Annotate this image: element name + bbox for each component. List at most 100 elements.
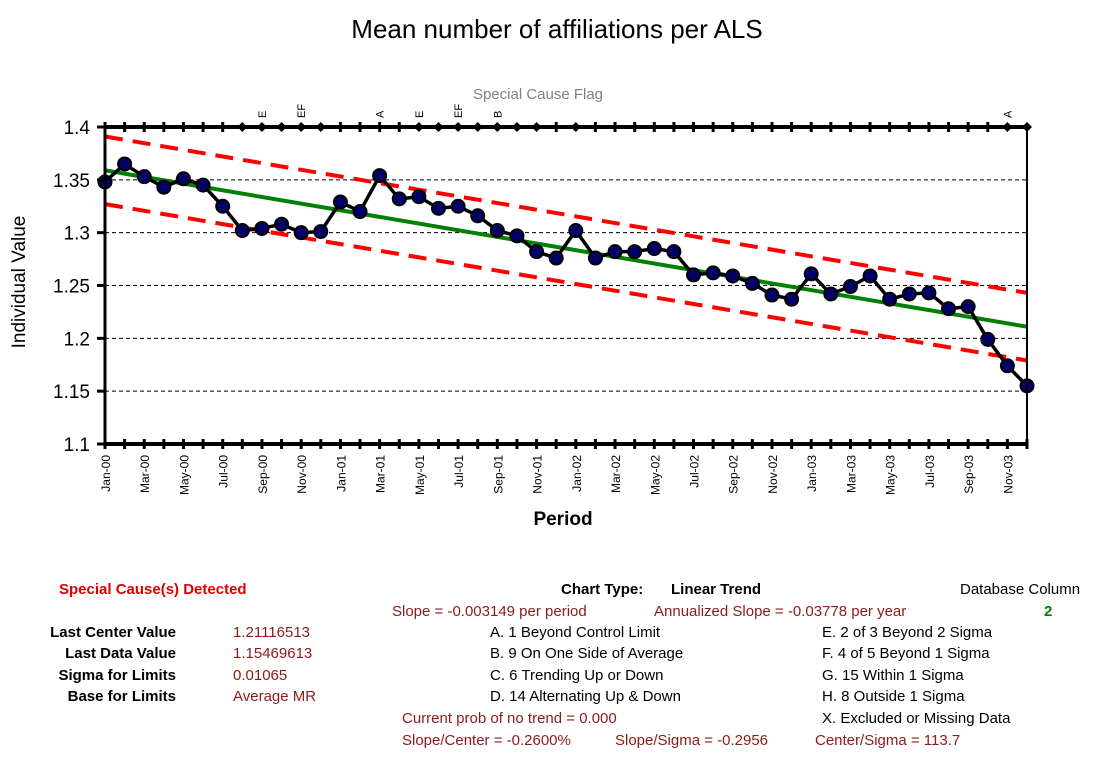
x-tick-label: Nov-01	[531, 455, 545, 494]
data-point	[411, 189, 427, 205]
data-point	[901, 286, 917, 302]
y-tick-label: 1.1	[64, 435, 90, 456]
stat-value: 1.21116513	[233, 624, 311, 641]
x-tick-label: Nov-00	[295, 455, 309, 494]
data-point	[529, 244, 545, 260]
rule-item: C. 6 Trending Up or Down	[490, 667, 664, 684]
flag-letter: A	[375, 110, 387, 118]
stat-value: Average MR	[233, 688, 317, 705]
trend-lines	[104, 134, 1028, 363]
x-tick-label: Mar-00	[138, 455, 152, 493]
flag-marker	[256, 122, 267, 132]
center-sigma: Center/Sigma = 113.7	[815, 732, 961, 749]
flag-marker	[1002, 122, 1013, 132]
data-point	[293, 225, 309, 241]
data-point	[313, 224, 329, 240]
rule-item: G. 15 Within 1 Sigma	[822, 667, 964, 684]
data-point	[509, 228, 525, 244]
data-point	[646, 241, 662, 257]
x-tick-label: Jan-00	[99, 455, 113, 492]
data-point	[999, 358, 1015, 374]
annualized-slope-text: Annualized Slope = -0.03778 per year	[654, 603, 907, 620]
y-tick-label: 1.4	[64, 118, 91, 139]
flag-letter: EF	[296, 104, 308, 118]
y-tick-label: 1.25	[53, 277, 90, 298]
slope-text: Slope = -0.003149 per period	[392, 603, 587, 620]
data-point	[803, 266, 819, 282]
database-column-value: 2	[1044, 603, 1053, 620]
data-point	[352, 204, 368, 220]
database-column-label: Database Column	[960, 581, 1081, 598]
data-point	[234, 223, 250, 239]
x-tick-label: May-03	[884, 455, 898, 495]
data-point	[470, 208, 486, 224]
stat-label: Last Data Value	[65, 645, 176, 662]
x-tick-label: May-01	[413, 455, 427, 495]
x-tick-label: Jan-01	[334, 455, 348, 492]
rule-item: A. 1 Beyond Control Limit	[490, 624, 661, 641]
stat-label: Last Center Value	[50, 624, 176, 641]
data-point	[705, 265, 721, 281]
x-tick-label: Mar-01	[374, 455, 388, 493]
x-tick-label: Jul-02	[688, 455, 702, 488]
data-point	[548, 250, 564, 266]
flag-marker	[1022, 122, 1032, 132]
data-line	[103, 161, 1029, 388]
axes	[97, 125, 1029, 449]
special-cause-flag-label: Special Cause Flag	[473, 86, 603, 103]
stat-label: Base for Limits	[67, 688, 176, 705]
x-tick-label: Jul-01	[452, 455, 466, 488]
data-point	[430, 200, 446, 216]
data-point	[587, 250, 603, 266]
y-tick-label: 1.15	[53, 382, 90, 403]
flag-letter: A	[1002, 110, 1014, 118]
data-point	[921, 285, 937, 301]
special-cause-detected: Special Cause(s) Detected	[59, 581, 247, 598]
rule-item: B. 9 On One Side of Average	[490, 645, 684, 662]
data-point	[980, 331, 996, 347]
x-tick-label: May-00	[177, 455, 191, 495]
x-tick-label: Sep-03	[962, 455, 976, 494]
data-point	[274, 216, 290, 232]
gridlines	[105, 179, 1027, 392]
data-point	[568, 223, 584, 239]
rule-item: X. Excluded or Missing Data	[822, 710, 1011, 727]
x-tick-labels: Jan-00 Mar-00 May-00 Jul-00 Sep-00 Nov-00 Jan-…	[99, 455, 1015, 495]
flag-letter: EF	[453, 104, 465, 118]
data-point	[862, 268, 878, 284]
x-tick-label: Jan-02	[570, 455, 584, 492]
data-point	[882, 291, 898, 307]
data-point	[332, 194, 348, 210]
flag-marker	[492, 122, 503, 132]
flag-marker	[531, 122, 542, 132]
flag-letter: E	[414, 111, 426, 118]
flag-marker	[511, 122, 522, 132]
chart-type-value: Linear Trend	[671, 581, 762, 598]
y-tick-labels: 1.1 1.15 1.2 1.25 1.3 1.35 1.4	[53, 118, 90, 456]
x-tick-label: Sep-00	[256, 455, 270, 494]
stat-label: Sigma for Limits	[58, 667, 176, 684]
stat-value: 0.01065	[233, 667, 288, 684]
flag-letter: B	[492, 111, 504, 118]
data-point	[156, 179, 172, 195]
data-point	[941, 301, 957, 317]
rule-item: D. 14 Alternating Up & Down	[490, 688, 681, 705]
flag-marker	[433, 122, 444, 132]
flag-marker	[453, 122, 464, 132]
data-point	[627, 244, 643, 260]
data-point	[764, 287, 780, 303]
x-tick-label: Jul-00	[217, 455, 231, 488]
special-cause-flags: E EF A E EF B A	[103, 104, 1032, 132]
flag-marker	[237, 122, 248, 132]
data-point	[784, 291, 800, 307]
stat-value: 1.15469613	[233, 645, 313, 662]
x-axis-label: Period	[533, 509, 592, 530]
rule-item: F. 4 of 5 Beyond 1 Sigma	[822, 645, 990, 662]
chart-type-label: Chart Type:	[561, 581, 644, 598]
flag-marker	[413, 122, 424, 132]
data-point	[215, 198, 231, 214]
data-point	[117, 156, 133, 172]
data-point	[842, 279, 858, 295]
flag-letter: E	[257, 111, 269, 118]
data-point	[960, 299, 976, 315]
